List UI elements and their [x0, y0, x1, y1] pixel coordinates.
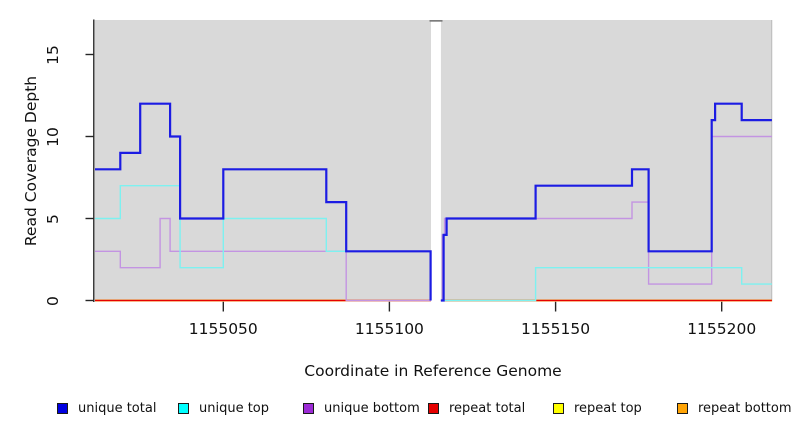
legend-swatch-unique-top: [178, 402, 189, 414]
legend-label: repeat bottom: [698, 400, 792, 416]
panel-1-background: [95, 20, 431, 302]
legend-label: repeat top: [574, 400, 642, 416]
legend-item-unique-total: unique total: [57, 400, 156, 416]
x-tick-label: 1155050: [188, 320, 258, 338]
y-tick-label: 0: [44, 295, 62, 306]
x-tick-label: 1155200: [687, 320, 757, 338]
legend-swatch-repeat-top: [553, 402, 564, 414]
x-tick-label: 1155100: [354, 320, 424, 338]
y-tick-label: 15: [44, 44, 62, 65]
legend-swatch-unique-bottom: [303, 402, 314, 414]
legend-swatch-unique-total: [57, 402, 68, 414]
gap-top-border: [429, 20, 443, 22]
series-line-unique-bottom: [440, 135, 772, 302]
x-tick-label: 1155150: [521, 320, 591, 338]
legend-swatch-repeat-total: [428, 402, 439, 414]
legend-label: unique total: [78, 400, 157, 416]
legend-item-repeat-top: repeat top: [553, 400, 642, 416]
series-line-unique-total: [95, 102, 432, 301]
legend-item-repeat-bottom: repeat bottom: [677, 400, 792, 416]
legend-item-repeat-total: repeat total: [428, 400, 525, 416]
legend-label: repeat total: [449, 400, 526, 416]
x-axis-title: Coordinate in Reference Genome: [304, 362, 562, 380]
legend-label: unique bottom: [324, 400, 420, 416]
y-axis-title: Read Coverage Depth: [22, 75, 40, 247]
series-line-unique-bottom: [95, 217, 431, 302]
y-tick-label: 5: [44, 213, 62, 224]
legend-item-unique-bottom: unique bottom: [303, 400, 420, 416]
series-line-unique-total: [440, 102, 772, 302]
legend-swatch-repeat-bottom: [677, 402, 688, 414]
panel-2-background: [440, 20, 772, 302]
y-tick-label: 10: [44, 126, 62, 147]
legend-label: unique top: [199, 400, 270, 416]
series-line-unique-top: [440, 267, 772, 302]
legend-item-unique-top: unique top: [178, 400, 269, 416]
